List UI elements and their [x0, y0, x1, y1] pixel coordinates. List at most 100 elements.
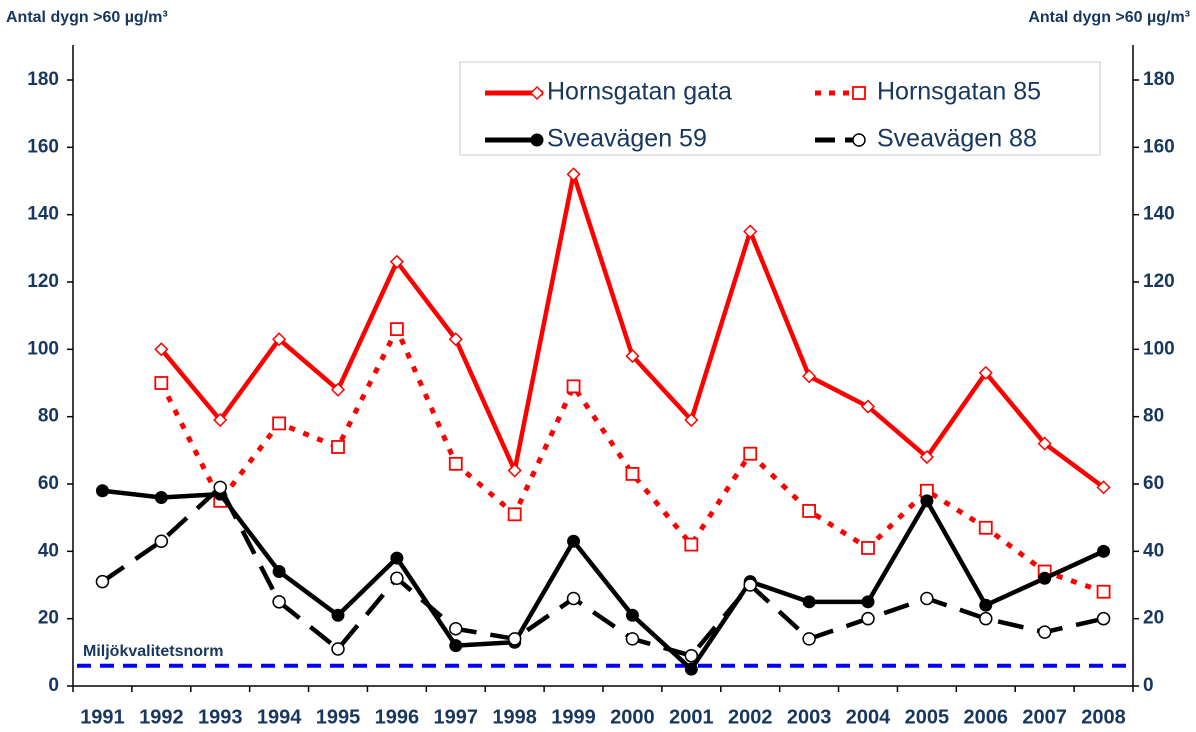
data-point	[448, 332, 463, 347]
data-point	[449, 639, 463, 653]
data-point	[625, 349, 640, 364]
data-point	[979, 611, 993, 626]
data-point	[567, 534, 581, 548]
data-point	[920, 591, 934, 606]
x-tick-label: 2004	[846, 706, 891, 728]
x-tick-label: 2002	[728, 706, 773, 728]
legend-marker	[530, 133, 544, 147]
data-point	[978, 520, 993, 535]
data-point	[802, 632, 816, 646]
y-tick-label: 40	[38, 540, 59, 561]
data-point	[625, 632, 640, 646]
data-point	[920, 494, 934, 508]
data-point	[507, 632, 522, 646]
data-point	[272, 565, 286, 579]
data-point	[213, 412, 228, 428]
y2-tick-label: 20	[1143, 608, 1164, 629]
data-point	[684, 648, 699, 663]
y2-tick-label: 0	[1143, 675, 1154, 696]
data-point	[743, 578, 757, 592]
legend-label: Sveavägen 88	[877, 125, 1037, 153]
data-point	[566, 591, 581, 606]
legend-marker	[529, 85, 545, 101]
data-point	[154, 534, 169, 548]
data-point	[802, 504, 817, 518]
legend-label: Hornsgatan gata	[547, 78, 732, 106]
data-point	[389, 254, 404, 269]
legend-marker	[852, 133, 866, 147]
data-point	[272, 595, 286, 609]
data-point	[507, 463, 522, 478]
x-tick-label: 1995	[316, 706, 361, 728]
y2-tick-label: 140	[1143, 204, 1175, 225]
legend-marker	[852, 86, 866, 100]
x-tick-label: 2005	[905, 706, 950, 728]
y-tick-label: 160	[27, 136, 59, 157]
x-tick-label: 1999	[551, 706, 596, 728]
x-tick-label: 1992	[139, 706, 184, 728]
x-tick-label: 2000	[610, 706, 655, 728]
y2-tick-label: 120	[1143, 271, 1175, 292]
y-tick-label: 100	[27, 338, 59, 359]
x-tick-label: 2007	[1022, 706, 1067, 728]
y2-tick-label: 60	[1143, 473, 1164, 494]
y2-tick-label: 180	[1143, 69, 1175, 90]
data-point	[272, 416, 287, 431]
legend-label: Sveavägen 59	[547, 125, 707, 153]
data-point	[213, 480, 227, 495]
data-point	[978, 365, 993, 380]
data-point	[861, 611, 875, 626]
data-point	[330, 382, 346, 397]
data-point	[566, 167, 581, 182]
data-point	[566, 379, 581, 394]
data-point	[154, 490, 168, 504]
y2-tick-label: 160	[1143, 136, 1175, 157]
data-point	[154, 376, 169, 390]
data-point	[684, 537, 699, 552]
y-tick-label: 60	[38, 473, 59, 494]
legend-label: Hornsgatan 85	[877, 78, 1041, 106]
x-tick-label: 1996	[375, 706, 420, 728]
x-tick-label: 2008	[1081, 706, 1126, 728]
data-point	[1096, 480, 1111, 495]
data-point	[860, 399, 876, 414]
x-tick-label: 2006	[964, 706, 1009, 728]
data-point	[390, 571, 404, 586]
data-point	[1096, 611, 1111, 626]
x-tick-label: 2001	[669, 706, 714, 728]
data-point	[743, 446, 758, 461]
y-tick-label: 120	[27, 271, 59, 292]
data-point	[448, 456, 463, 471]
data-point	[272, 332, 287, 347]
data-point	[389, 322, 404, 337]
y2-tick-label: 40	[1143, 540, 1164, 561]
series-line	[159, 172, 1105, 490]
x-tick-label: 2003	[787, 706, 832, 728]
y-axis-label: Antal dygn >60 µg/m³	[6, 9, 168, 26]
data-point	[1038, 571, 1052, 585]
data-point	[861, 595, 875, 609]
x-tick-label: 1993	[198, 706, 243, 728]
data-point	[331, 642, 345, 656]
data-point	[684, 662, 698, 676]
legend-box	[459, 61, 1101, 156]
data-point	[1097, 544, 1111, 558]
y2-tick-label: 80	[1143, 406, 1164, 427]
y-tick-label: 140	[27, 204, 59, 225]
data-point	[802, 369, 817, 384]
data-point	[95, 574, 110, 589]
data-point	[979, 598, 993, 612]
y-tick-label: 80	[38, 406, 59, 427]
data-point	[95, 484, 109, 498]
y-tick-label: 20	[38, 608, 59, 629]
data-point	[331, 608, 345, 622]
data-point	[1037, 436, 1052, 451]
data-point	[1096, 584, 1111, 599]
x-tick-label: 1991	[80, 706, 125, 728]
data-point	[861, 541, 875, 555]
data-point	[625, 466, 640, 481]
y2-axis-label: Antal dygn >60 µg/m³	[1028, 9, 1190, 26]
data-point	[743, 224, 758, 239]
x-tick-label: 1997	[434, 706, 479, 728]
